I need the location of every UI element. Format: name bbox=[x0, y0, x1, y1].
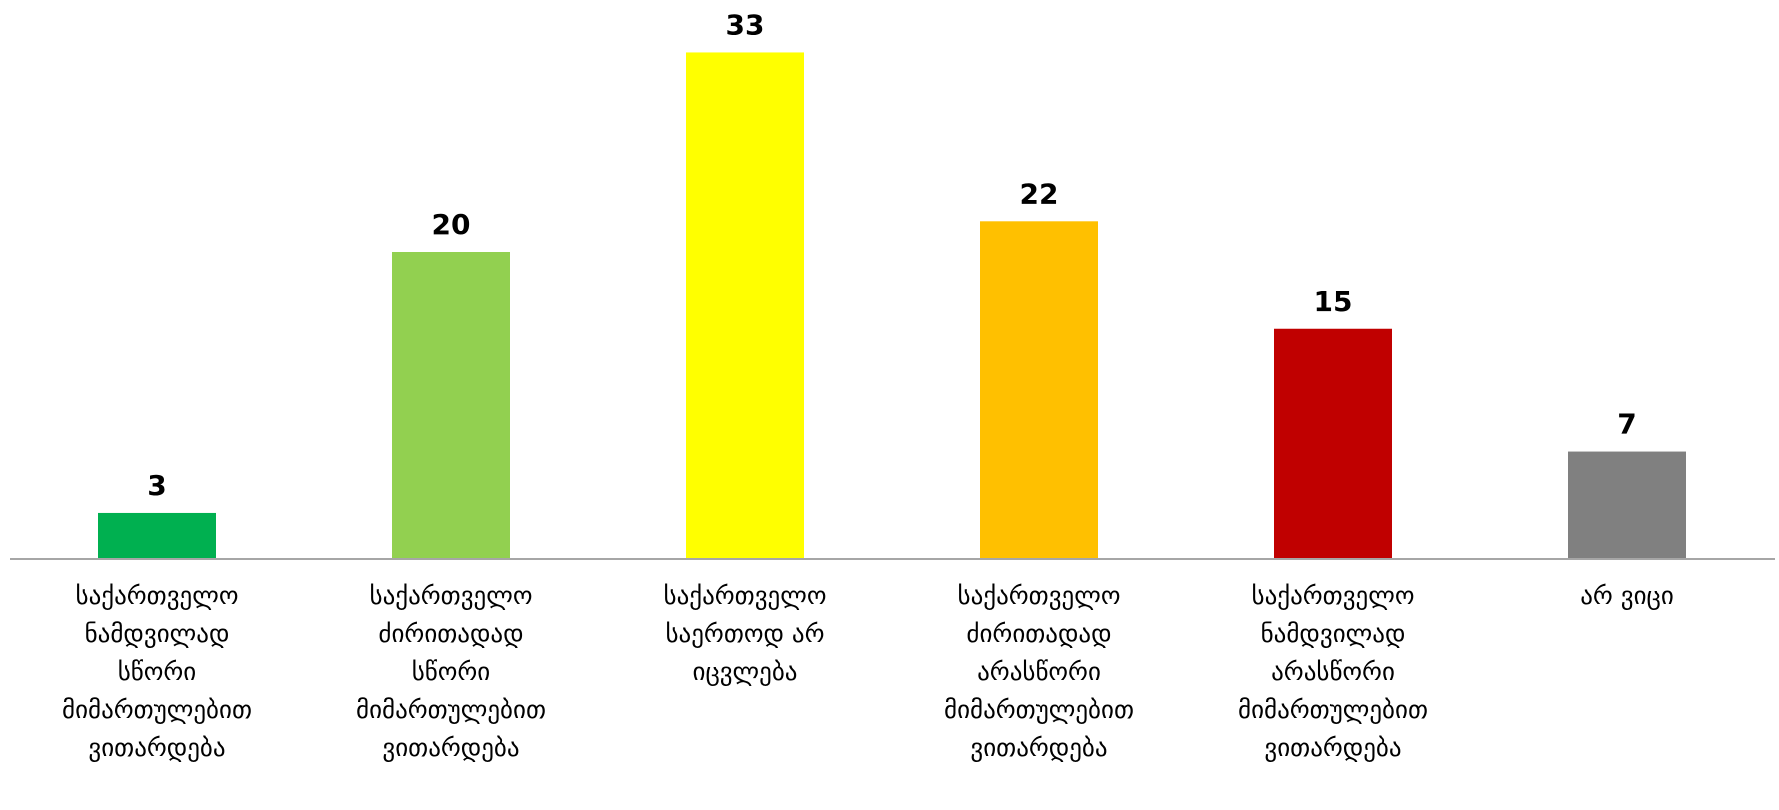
category-label-line: მიმართულებით bbox=[356, 695, 546, 724]
bar-6 bbox=[1568, 451, 1686, 559]
data-label-5: 15 bbox=[1314, 285, 1353, 318]
category-label-line: ნამდვილად bbox=[85, 619, 230, 648]
category-label-line: ვითარდება bbox=[382, 733, 519, 762]
data-label-2: 20 bbox=[432, 208, 471, 241]
category-label-3: საქართველო საერთოდ არ იცვლება bbox=[664, 581, 827, 686]
category-label-line: მიმართულებით bbox=[944, 695, 1134, 724]
category-label-line: სწორი bbox=[412, 657, 491, 686]
category-label-2: საქართველო ძირითადად სწორი მიმართულებით ვითა… bbox=[356, 581, 546, 762]
category-label-line: ძირითადად bbox=[966, 619, 1111, 648]
category-label-line: საქართველო bbox=[664, 581, 827, 610]
bar-3 bbox=[686, 52, 804, 559]
category-label-line: ვითარდება bbox=[1264, 733, 1401, 762]
data-label-4: 22 bbox=[1020, 177, 1059, 210]
category-label-line: ძირითადად bbox=[378, 619, 523, 648]
category-label-4: საქართველო ძირითადად არასწორი მიმართულებით ვ… bbox=[944, 581, 1134, 762]
category-label-line: მიმართულებით bbox=[1238, 695, 1428, 724]
category-label-line: სწორი bbox=[118, 657, 197, 686]
category-label-line: იცვლება bbox=[693, 657, 798, 686]
category-label-line: არასწორი bbox=[1271, 657, 1395, 686]
category-label-line: მიმართულებით bbox=[62, 695, 252, 724]
bars-group bbox=[98, 52, 1686, 560]
category-label-5: საქართველო ნამდვილად არასწორი მიმართულებით ვ… bbox=[1238, 581, 1428, 762]
category-label-line: საერთოდ არ bbox=[665, 619, 824, 648]
category-label-line: არ ვიცი bbox=[1580, 581, 1674, 610]
category-label-line: საქართველო bbox=[370, 581, 533, 610]
category-label-line: ვითარდება bbox=[970, 733, 1107, 762]
category-label-1: საქართველო ნამდვილად სწორი მიმართულებით ვითა… bbox=[62, 581, 252, 762]
category-label-line: ნამდვილად bbox=[1261, 619, 1406, 648]
data-label-1: 3 bbox=[147, 469, 166, 502]
category-label-line: არასწორი bbox=[977, 657, 1101, 686]
data-label-3: 33 bbox=[726, 8, 765, 41]
category-label-line: საქართველო bbox=[1252, 581, 1415, 610]
value-labels-group: 3 20 33 22 15 7 bbox=[147, 8, 1636, 502]
category-label-6: არ ვიცი bbox=[1580, 581, 1674, 610]
category-labels-group: საქართველო ნამდვილად სწორი მიმართულებით ვითა… bbox=[62, 581, 1674, 762]
bar-5 bbox=[1274, 328, 1392, 559]
category-label-line: ვითარდება bbox=[88, 733, 225, 762]
bar-2 bbox=[392, 252, 510, 559]
bar-4 bbox=[980, 221, 1098, 560]
category-label-line: საქართველო bbox=[76, 581, 239, 610]
category-label-line: საქართველო bbox=[958, 581, 1121, 610]
bar-1 bbox=[98, 512, 216, 559]
data-label-6: 7 bbox=[1617, 408, 1636, 441]
